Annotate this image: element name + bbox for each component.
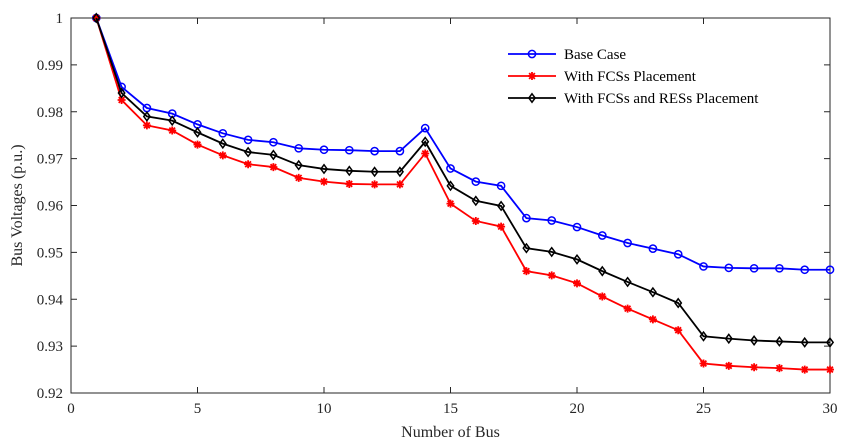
x-tick-label: 0 <box>67 401 75 417</box>
y-tick-label: 0.93 <box>37 339 63 355</box>
data-point <box>548 271 556 279</box>
y-axis-title: Bus Voltages (p.u.) <box>9 144 26 266</box>
data-point <box>725 362 733 370</box>
data-point <box>371 180 379 188</box>
legend-swatch-marker <box>528 72 536 80</box>
y-tick-label: 0.96 <box>37 199 64 215</box>
series-1 <box>93 14 834 273</box>
legend-item: Base Case <box>508 47 626 63</box>
data-point <box>295 174 303 182</box>
data-point <box>750 363 758 371</box>
x-axis-title: Number of Bus <box>401 424 500 439</box>
data-point <box>775 364 783 372</box>
y-tick-label: 0.99 <box>37 58 63 74</box>
data-point <box>269 163 277 171</box>
x-tick-label: 20 <box>570 401 585 417</box>
legend: Base Case With FCSs Placement With FCSs an… <box>508 47 759 107</box>
data-point <box>421 149 429 157</box>
y-tick-label: 0.95 <box>37 245 63 261</box>
data-point <box>168 127 176 135</box>
data-point <box>320 178 328 186</box>
data-point <box>497 223 505 231</box>
data-point <box>573 279 581 287</box>
legend-label: Base Case <box>564 47 626 63</box>
data-point <box>522 267 530 275</box>
y-tick-label: 1 <box>56 11 64 27</box>
legend-item: With FCSs and RESs Placement <box>508 91 759 107</box>
data-point <box>674 326 682 334</box>
series-line <box>96 18 830 270</box>
data-point <box>649 315 657 323</box>
data-point <box>801 366 809 374</box>
legend-label: With FCSs and RESs Placement <box>564 91 759 107</box>
data-point <box>700 359 708 367</box>
data-point <box>472 217 480 225</box>
data-point <box>345 180 353 188</box>
data-point <box>194 141 202 149</box>
x-tick-label: 15 <box>443 401 458 417</box>
y-tick-label: 0.94 <box>37 292 64 308</box>
x-tick-label: 30 <box>823 401 838 417</box>
data-point <box>826 366 834 374</box>
y-tick-label: 0.92 <box>37 386 63 402</box>
data-point <box>219 151 227 159</box>
axis-ticks: 0 5 10 15 20 25 30 0.92 0.93 0.94 0.95 0.96 0.97 0.98… <box>37 11 838 417</box>
series-line <box>96 18 830 342</box>
legend-label: With FCSs Placement <box>564 69 697 85</box>
x-tick-label: 5 <box>194 401 202 417</box>
legend-item: With FCSs Placement <box>508 69 697 85</box>
data-point <box>624 305 632 313</box>
series-layer <box>92 14 834 374</box>
y-tick-label: 0.97 <box>37 152 64 168</box>
data-point <box>598 292 606 300</box>
x-tick-label: 25 <box>696 401 711 417</box>
data-point <box>143 121 151 129</box>
data-point <box>396 180 404 188</box>
data-point <box>447 200 455 208</box>
series-3 <box>93 14 833 347</box>
y-tick-label: 0.98 <box>37 105 63 121</box>
x-tick-label: 10 <box>317 401 332 417</box>
data-point <box>244 160 252 168</box>
